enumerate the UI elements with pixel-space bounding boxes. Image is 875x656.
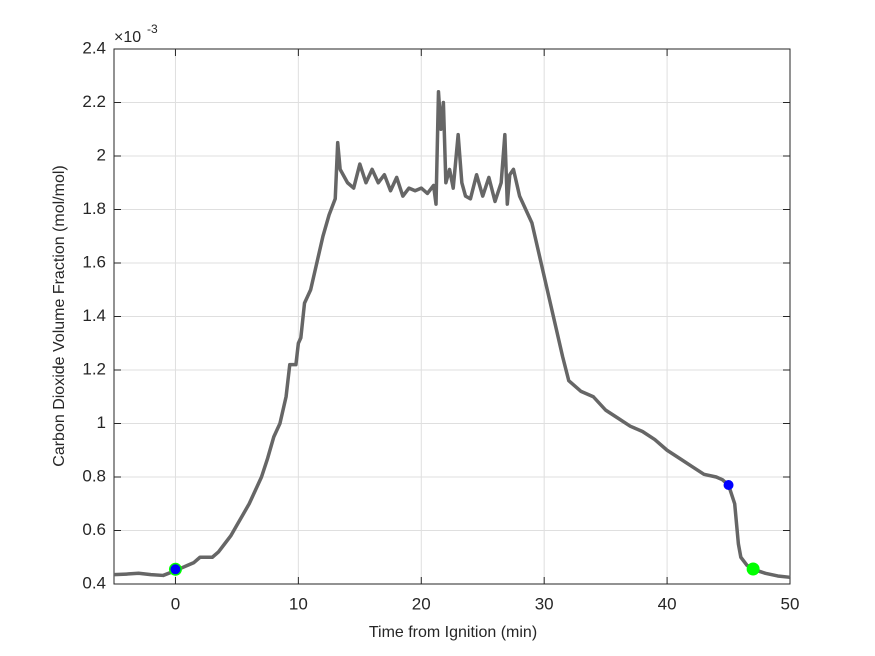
x-tick-label: 0 [171,594,180,613]
x-tick-label: 10 [289,594,308,613]
x-tick-label: 40 [658,594,677,613]
x-tick-label: 30 [535,594,554,613]
y-tick-label: 1.8 [82,199,106,218]
y-tick-label: 2.4 [82,38,106,57]
y-multiplier: ×10 [114,29,141,46]
y-tick-label: 0.4 [82,573,106,592]
y-multiplier-exponent: -3 [147,22,158,36]
y-tick-label: 2 [97,145,106,164]
marker [746,562,760,576]
y-tick-label: 0.6 [82,520,106,539]
x-tick-label: 50 [781,594,800,613]
y-tick-label: 2.2 [82,92,106,111]
x-axis-label: Time from Ignition (min) [369,624,537,641]
marker [723,480,734,491]
y-tick-label: 1.2 [82,359,106,378]
y-tick-label: 1 [97,413,106,432]
y-tick-label: 1.6 [82,252,106,271]
axes-box [113,48,791,585]
marker [170,564,181,575]
data-line [113,90,791,580]
x-tick-label: 20 [412,594,431,613]
y-tick-label: 1.4 [82,306,106,325]
y-tick-label: 0.8 [82,466,106,485]
y-axis-label: Carbon Dioxide Volume Fraction (mol/mol) [51,165,68,466]
